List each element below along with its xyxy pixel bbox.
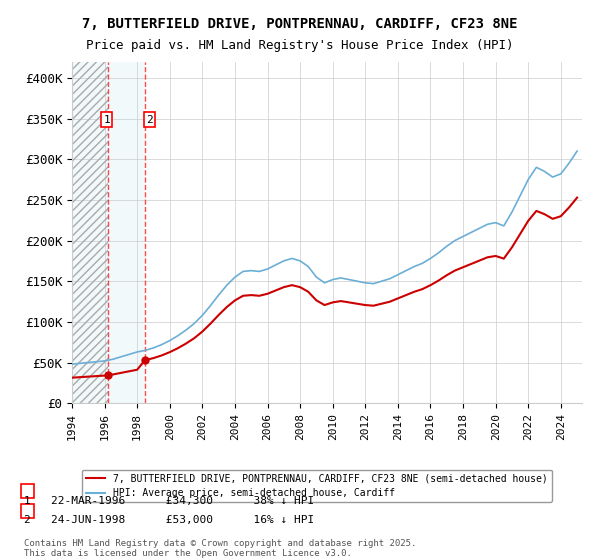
Text: 1   22-MAR-1996      £34,300      38% ↓ HPI: 1 22-MAR-1996 £34,300 38% ↓ HPI: [24, 496, 314, 506]
Legend: 7, BUTTERFIELD DRIVE, PONTPRENNAU, CARDIFF, CF23 8NE (semi-detached house), HPI:: 7, BUTTERFIELD DRIVE, PONTPRENNAU, CARDI…: [82, 469, 552, 502]
Text: 2: 2: [146, 115, 152, 124]
Text: Contains HM Land Registry data © Crown copyright and database right 2025.
This d: Contains HM Land Registry data © Crown c…: [24, 539, 416, 558]
Bar: [108, 62, 145, 403]
Text: 2   24-JUN-1998      £53,000      16% ↓ HPI: 2 24-JUN-1998 £53,000 16% ↓ HPI: [24, 515, 314, 525]
Bar: [72, 62, 108, 403]
Text: 1: 1: [103, 115, 110, 124]
Text: Price paid vs. HM Land Registry's House Price Index (HPI): Price paid vs. HM Land Registry's House …: [86, 39, 514, 52]
Text: 7, BUTTERFIELD DRIVE, PONTPRENNAU, CARDIFF, CF23 8NE: 7, BUTTERFIELD DRIVE, PONTPRENNAU, CARDI…: [82, 17, 518, 31]
Bar: [72, 62, 108, 403]
